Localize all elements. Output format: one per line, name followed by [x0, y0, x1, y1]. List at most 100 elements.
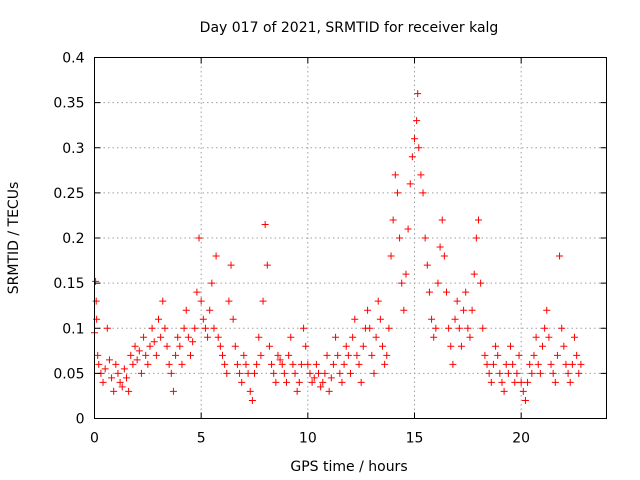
data-point: [195, 234, 203, 242]
data-point: [385, 324, 393, 332]
data-point: [359, 342, 367, 350]
data-point: [289, 360, 297, 368]
data-point: [519, 387, 527, 395]
data-point: [92, 297, 100, 305]
data-point: [261, 220, 269, 228]
data-point: [483, 360, 491, 368]
data-point: [551, 378, 559, 386]
data-point: [125, 387, 133, 395]
data-point: [475, 216, 482, 224]
data-point: [560, 342, 568, 350]
data-point: [451, 315, 459, 323]
data-point: [244, 369, 252, 377]
data-point: [549, 369, 557, 377]
data-point: [189, 338, 197, 346]
data-point: [176, 342, 184, 350]
data-point: [383, 351, 391, 359]
data-point: [347, 369, 354, 377]
data-point: [485, 369, 493, 377]
data-point: [150, 338, 158, 346]
data-point: [221, 360, 229, 368]
data-point: [255, 333, 263, 341]
data-point: [212, 252, 220, 260]
data-point: [140, 333, 148, 341]
data-point: [191, 324, 199, 332]
data-point: [133, 356, 141, 364]
data-point: [137, 369, 145, 377]
data-point: [568, 360, 576, 368]
data-point: [562, 360, 570, 368]
y-tick-label: 0.1: [62, 321, 84, 337]
x-tick-label: 0: [90, 431, 99, 447]
data-point: [492, 342, 500, 350]
data-point: [287, 333, 295, 341]
data-point: [351, 315, 359, 323]
data-point: [118, 383, 126, 391]
data-point: [374, 297, 382, 305]
data-point: [494, 351, 502, 359]
data-point: [116, 378, 124, 386]
data-point: [415, 144, 423, 152]
data-point: [404, 225, 412, 233]
data-point: [421, 234, 429, 242]
data-point: [342, 342, 350, 350]
data-point: [257, 351, 265, 359]
data-point: [285, 351, 293, 359]
data-point: [110, 387, 118, 395]
data-point: [193, 288, 201, 296]
data-point: [315, 369, 322, 377]
data-point: [169, 387, 177, 395]
data-point: [515, 351, 523, 359]
data-point: [295, 378, 303, 386]
data-point: [155, 315, 162, 323]
x-ticks: 0 5 10 15 20: [90, 57, 530, 447]
data-point: [163, 342, 171, 350]
data-point: [496, 369, 504, 377]
data-point: [268, 360, 276, 368]
data-point: [236, 369, 244, 377]
data-point: [131, 342, 139, 350]
data-point: [479, 324, 487, 332]
data-point: [187, 351, 194, 359]
data-point: [340, 360, 348, 368]
data-point: [396, 234, 404, 242]
data-point: [278, 360, 286, 368]
data-point: [135, 347, 143, 355]
data-point: [462, 288, 470, 296]
data-point: [206, 306, 214, 314]
data-point: [453, 297, 461, 305]
data-point: [414, 90, 422, 98]
data-point: [129, 360, 137, 368]
data-point: [225, 297, 233, 305]
data-point: [329, 360, 337, 368]
x-tick-label: 10: [299, 431, 317, 447]
data-point: [95, 360, 103, 368]
data-point: [253, 360, 261, 368]
data-point: [99, 378, 107, 386]
data-point: [210, 324, 218, 332]
data-point: [105, 356, 113, 364]
data-point: [413, 117, 421, 125]
data-point: [558, 324, 566, 332]
data-point: [336, 369, 344, 377]
y-tick-label: 0.35: [53, 96, 84, 112]
x-axis-label: GPS time / hours: [290, 459, 407, 475]
x-tick-label: 5: [197, 431, 206, 447]
data-point: [545, 333, 553, 341]
data-point: [411, 135, 418, 143]
data-point: [199, 315, 207, 323]
data-point: [445, 324, 453, 332]
x-tick-label: 20: [512, 431, 530, 447]
chart-title: Day 017 of 2021, SRMTID for receiver kal…: [200, 20, 499, 36]
data-point: [146, 342, 154, 350]
data-point: [182, 306, 190, 314]
data-point: [481, 351, 489, 359]
data-point: [246, 387, 254, 395]
data-point: [524, 378, 532, 386]
data-point: [270, 369, 278, 377]
data-point: [297, 360, 305, 368]
data-point: [334, 351, 342, 359]
data-point: [400, 306, 408, 314]
data-point: [417, 171, 425, 179]
data-point: [165, 360, 173, 368]
